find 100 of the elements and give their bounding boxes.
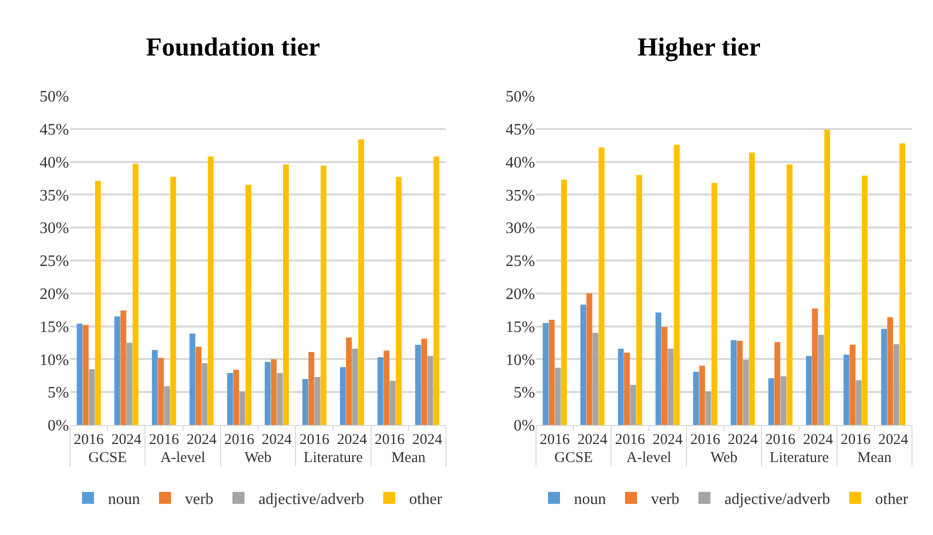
bar [132, 164, 138, 425]
bar [158, 358, 164, 425]
bar [699, 366, 706, 425]
bar [427, 356, 434, 425]
bar [164, 386, 170, 425]
x-tick-label: 2016 [149, 432, 180, 448]
y-tick-label: 5% [514, 384, 535, 402]
y-tick-label: 25% [506, 253, 535, 270]
bar [314, 376, 320, 425]
bar [120, 310, 126, 425]
legend-label: noun [574, 491, 606, 508]
bar [415, 344, 421, 425]
bar [202, 363, 208, 425]
y-tick-label: 15% [40, 318, 69, 336]
bar [899, 143, 906, 425]
bar [598, 147, 604, 425]
bar [196, 346, 202, 425]
bar [656, 312, 662, 425]
y-tick-label: 10% [506, 352, 535, 369]
bar [433, 156, 440, 425]
legend-label: noun [108, 491, 140, 508]
bar [862, 176, 868, 425]
y-tick-label: 40% [40, 154, 69, 172]
x-tick-label: 2024 [577, 432, 608, 448]
bar [668, 348, 674, 425]
text: GCSE [88, 450, 127, 466]
legend-label: other [409, 491, 443, 508]
x-tick-label: 2024 [186, 432, 218, 448]
bar [396, 176, 402, 425]
bar [711, 182, 718, 425]
y-tick-label: 20% [40, 286, 69, 303]
bar [674, 144, 680, 425]
bar [786, 164, 792, 425]
bar [421, 338, 428, 425]
x-tick-label: 2016 [74, 432, 104, 448]
text: Literature [304, 450, 364, 466]
x-tick-label: 2024 [262, 432, 292, 448]
bar [245, 184, 252, 425]
y-tick-label: 10% [40, 352, 69, 369]
x-tick-label: 2024 [728, 432, 758, 448]
bar [774, 342, 780, 425]
chart-title: Foundation tier [146, 32, 320, 62]
bar [736, 340, 743, 425]
bar [856, 380, 862, 425]
y-tick-label: 40% [506, 154, 535, 172]
chart-title: Higher tier [638, 32, 760, 62]
y-tick-label: 30% [506, 220, 535, 238]
x-tick-label: 2016 [765, 432, 796, 448]
bar [812, 308, 818, 425]
bar [693, 372, 699, 425]
text: Web [244, 450, 272, 466]
bar [283, 164, 289, 425]
bar [768, 378, 774, 425]
bar [730, 340, 737, 425]
bar [749, 152, 755, 425]
bar [636, 174, 642, 425]
bar [630, 384, 636, 425]
bar [780, 376, 786, 425]
bar [824, 130, 830, 425]
y-tick-label: 50% [40, 88, 69, 106]
bar [340, 367, 346, 425]
y-tick-label: 20% [506, 286, 535, 303]
x-tick-label: 2024 [412, 432, 443, 448]
bar [618, 348, 624, 425]
x-tick-label: 2016 [299, 432, 330, 448]
bar [548, 320, 555, 425]
x-tick-label: 2016 [374, 432, 406, 448]
bar [586, 293, 592, 425]
legend-label: adjective/adverb [724, 491, 830, 508]
y-tick-label: 5% [48, 384, 69, 402]
x-tick-label: 2016 [690, 432, 721, 448]
bar [592, 332, 598, 425]
bar [227, 373, 233, 425]
bar [554, 368, 561, 425]
x-tick-label: 2024 [878, 432, 909, 448]
x-tick-label: 2016 [540, 432, 570, 448]
text: A-level [160, 450, 206, 466]
bar [308, 352, 314, 425]
bar [818, 334, 824, 425]
bar [95, 180, 101, 425]
y-tick-label: 45% [40, 122, 69, 138]
y-tick-label: 0% [48, 418, 69, 435]
bar [346, 337, 352, 425]
bar [352, 348, 358, 425]
bar [662, 326, 668, 425]
x-tick-label: 2024 [803, 432, 834, 448]
bar [264, 362, 271, 425]
x-tick-label: 2024 [652, 432, 684, 448]
bar [358, 139, 364, 425]
bar [76, 324, 83, 425]
y-tick-label: 35% [40, 187, 69, 204]
bar [152, 350, 158, 425]
x-tick-label: 2024 [111, 432, 142, 448]
bar [844, 354, 850, 425]
x-tick-label: 2016 [224, 432, 255, 448]
legend-label: verb [185, 491, 214, 508]
text: GCSE [554, 450, 593, 466]
bar [850, 344, 856, 425]
bar [82, 324, 89, 425]
bar [705, 391, 712, 425]
